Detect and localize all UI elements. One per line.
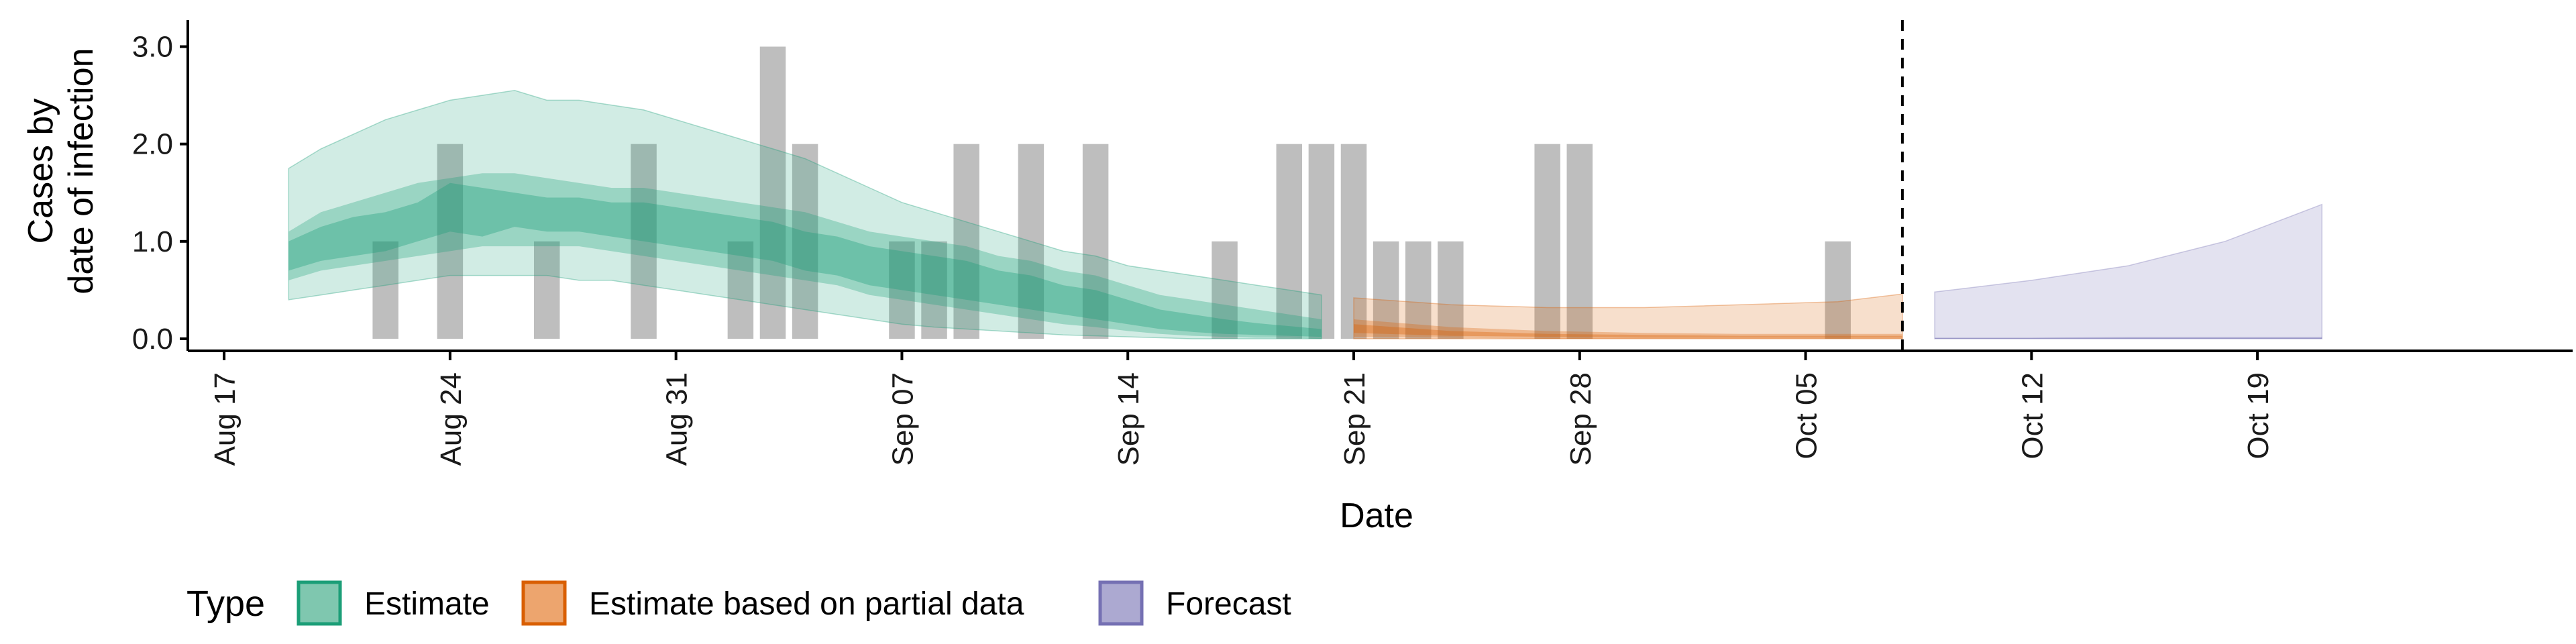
y-axis-title-line-2: date of infection — [62, 48, 101, 294]
x-axis-title: Date — [1340, 496, 1413, 535]
case-bar — [1018, 144, 1044, 339]
case-bar — [1212, 241, 1238, 339]
y-tick-label: 2.0 — [132, 128, 173, 161]
estimate-middle-band — [288, 173, 1322, 339]
case-bar — [1276, 144, 1303, 339]
x-tick-label: Sep 14 — [1112, 372, 1145, 466]
y-axis-ticks: 0.0 1.0 2.0 3.0 — [132, 31, 188, 356]
legend: Type Estimate Estimate based on partial d… — [186, 580, 1291, 626]
y-tick-label: 1.0 — [132, 225, 173, 258]
x-tick-label: Oct 05 — [1790, 372, 1823, 460]
estimate-inner-band — [288, 182, 1322, 337]
forecast-inner-band — [1935, 337, 2322, 339]
forecast-outer-band — [1934, 203, 2323, 339]
x-tick-label: Aug 17 — [209, 372, 241, 466]
legend-swatch — [297, 580, 342, 626]
forecast-middle-band — [1935, 337, 2322, 339]
y-tick-label: 0.0 — [132, 323, 173, 356]
case-bar — [1566, 144, 1593, 339]
case-bar — [921, 241, 947, 339]
estimate-based-on-partial-data-inner-band — [1354, 324, 1902, 338]
reported-cases-bars — [372, 46, 1851, 339]
legend-label: Estimate based on partial data — [589, 586, 1024, 622]
x-tick-label: Oct 19 — [2242, 372, 2275, 460]
case-bar — [533, 241, 560, 339]
case-bar — [1373, 241, 1399, 339]
x-axis-ticks: Aug 17 Aug 24 Aug 31 Sep 07 Sep 14 Sep 21 Sep … — [209, 351, 2275, 466]
case-bar — [1438, 241, 1464, 339]
x-tick-label: Oct 12 — [2016, 372, 2049, 460]
legend-label: Estimate — [364, 586, 490, 622]
y-tick-label: 3.0 — [132, 31, 173, 64]
case-bar — [1405, 241, 1432, 339]
estimate-based-on-partial-data-middle-band — [1354, 319, 1902, 339]
y-axis-title-line-1: Cases by — [21, 99, 60, 244]
case-bar — [372, 241, 398, 339]
x-tick-label: Sep 28 — [1564, 372, 1597, 466]
estimate-bands — [288, 90, 2323, 339]
legend-label: Forecast — [1166, 586, 1291, 622]
estimate-based-on-partial-data-outer-band — [1353, 293, 1903, 339]
case-bar — [1340, 144, 1367, 339]
x-tick-label: Sep 21 — [1338, 372, 1371, 466]
axes — [186, 20, 2573, 352]
case-bar — [1308, 144, 1335, 339]
case-bar — [1534, 144, 1560, 339]
x-tick-label: Aug 31 — [661, 372, 694, 466]
estimate-outer-band — [288, 90, 1322, 339]
case-bar — [759, 46, 786, 339]
case-bar — [889, 241, 915, 339]
legend-swatch — [521, 580, 567, 626]
legend-swatch — [1098, 580, 1144, 626]
case-bar — [727, 241, 754, 339]
legend-title: Type — [186, 584, 265, 624]
case-bar — [1082, 144, 1109, 339]
x-tick-label: Aug 24 — [435, 372, 468, 466]
case-bar — [792, 144, 818, 339]
case-bar — [953, 144, 979, 339]
case-bar — [437, 144, 464, 339]
case-bar — [631, 144, 657, 339]
x-tick-label: Sep 07 — [886, 372, 919, 466]
case-bar — [1825, 241, 1851, 339]
